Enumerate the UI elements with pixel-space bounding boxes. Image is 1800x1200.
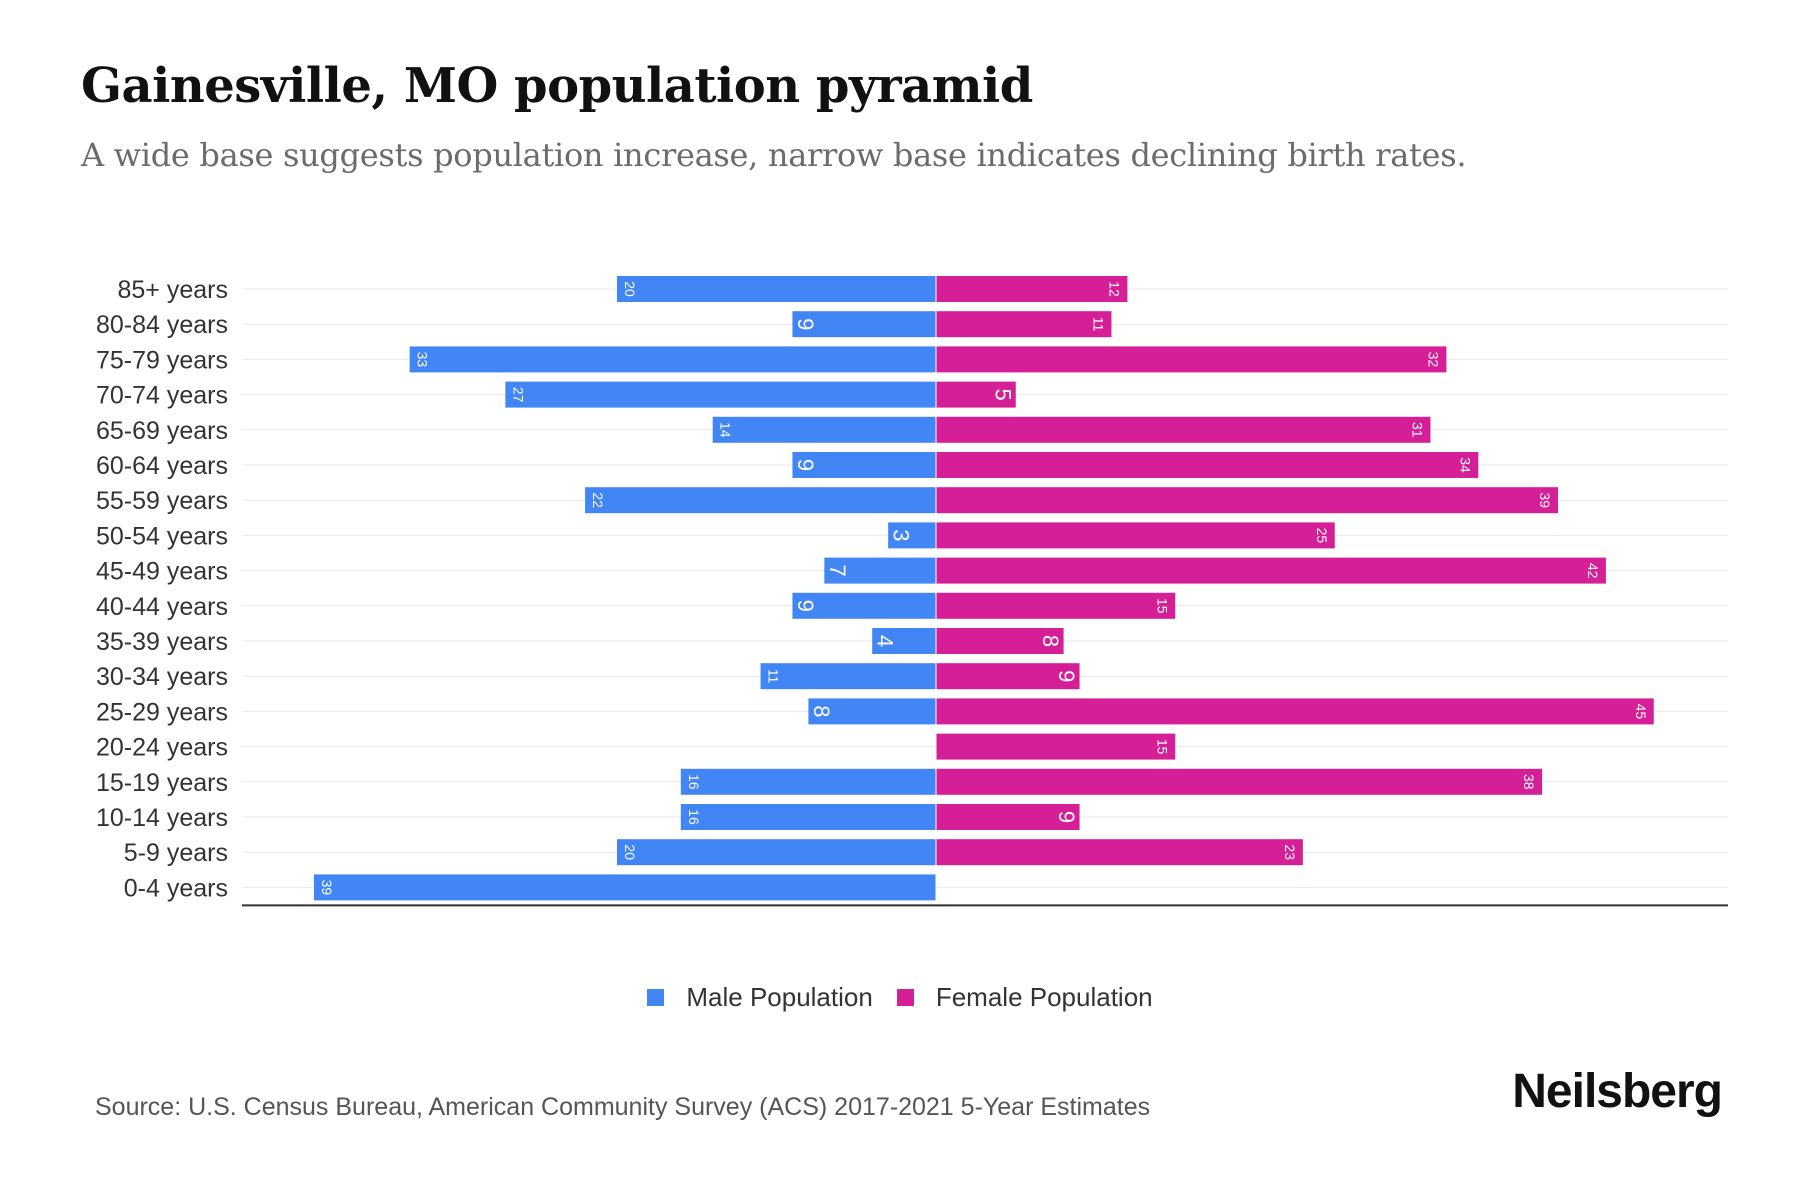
male-value-label: 8 (809, 705, 834, 717)
age-group-label: 55-59 years (96, 487, 228, 515)
female-bar (936, 557, 1606, 584)
female-value-label: 15 (1154, 739, 1170, 755)
female-value-label: 39 (1537, 492, 1553, 508)
male-bar (585, 487, 936, 514)
female-bar (936, 663, 1080, 690)
female-bar (936, 311, 1112, 338)
age-group-label: 65-69 years (96, 417, 228, 445)
female-bar (936, 768, 1543, 795)
female-bar (936, 698, 1654, 725)
male-bar (505, 381, 936, 408)
male-value-label: 3 (889, 529, 914, 541)
female-value-label: 9 (1054, 670, 1079, 682)
male-value-label: 16 (686, 774, 702, 790)
age-group-label: 35-39 years (96, 628, 228, 656)
chart-legend: Male Population Female Population (0, 982, 1800, 1013)
age-group-label: 5-9 years (124, 839, 228, 867)
legend-item-male: Male Population (647, 982, 873, 1013)
female-bar (936, 487, 1559, 514)
legend-label-male: Male Population (686, 982, 873, 1012)
female-bar (936, 452, 1479, 478)
male-bar (808, 698, 936, 725)
female-value-label: 42 (1585, 563, 1601, 579)
legend-item-female: Female Population (896, 982, 1153, 1013)
female-value-label: 32 (1425, 352, 1441, 368)
female-bar (936, 346, 1447, 373)
male-value-label: 9 (793, 459, 818, 471)
age-group-label: 10-14 years (96, 804, 228, 832)
male-value-label: 9 (793, 318, 818, 330)
female-value-label: 25 (1314, 528, 1330, 544)
female-bar (936, 628, 1064, 654)
male-value-label: 22 (590, 492, 606, 508)
male-bar (824, 557, 936, 584)
male-value-label: 16 (686, 809, 702, 825)
age-group-label: 70-74 years (96, 382, 228, 410)
female-value-label: 38 (1521, 774, 1537, 790)
female-value-label: 45 (1633, 704, 1649, 720)
male-bar (712, 416, 936, 443)
male-bar (680, 804, 936, 830)
age-group-label: 75-79 years (96, 346, 228, 374)
age-group-label: 30-34 years (96, 663, 228, 691)
legend-swatch-female (896, 989, 914, 1006)
female-bar (936, 839, 1303, 866)
female-bar (936, 733, 1176, 760)
age-group-label: 0-4 years (124, 874, 228, 902)
male-value-label: 14 (718, 422, 734, 438)
male-bar (792, 592, 936, 619)
source-note: Source: U.S. Census Bureau, American Com… (95, 1093, 1151, 1121)
female-value-label: 11 (1090, 317, 1106, 332)
female-bar (936, 276, 1128, 302)
male-bar (792, 452, 936, 478)
male-bar (872, 628, 936, 654)
male-value-label: 20 (622, 844, 638, 860)
male-bar (760, 663, 936, 690)
female-bar (936, 804, 1080, 830)
male-bar (888, 522, 936, 549)
chart-subtitle: A wide base suggests population increase… (81, 136, 1467, 174)
female-bar (936, 592, 1176, 619)
age-group-label: 20-24 years (96, 734, 228, 762)
age-group-label: 85+ years (118, 276, 229, 304)
female-value-label: 5 (990, 388, 1015, 400)
female-value-label: 8 (1038, 635, 1063, 647)
age-group-label: 15-19 years (96, 769, 228, 797)
male-value-label: 20 (622, 281, 638, 297)
female-bar (936, 381, 1016, 408)
age-group-label: 80-84 years (96, 311, 228, 339)
female-value-label: 12 (1106, 281, 1122, 297)
female-value-label: 34 (1457, 457, 1473, 473)
brand-logo: Neilsberg (1512, 1065, 1723, 1118)
male-bar (680, 768, 936, 795)
age-group-label: 45-49 years (96, 558, 228, 586)
female-value-label: 23 (1282, 844, 1298, 860)
male-bar (617, 276, 936, 302)
male-value-label: 9 (793, 600, 818, 612)
male-value-label: 4 (873, 635, 898, 647)
female-value-label: 31 (1409, 422, 1425, 438)
female-value-label: 15 (1154, 598, 1170, 614)
age-group-label: 40-44 years (96, 593, 228, 621)
male-value-label: 39 (319, 880, 335, 896)
male-value-label: 33 (415, 352, 431, 368)
female-bar (936, 522, 1335, 549)
male-value-label: 11 (766, 669, 782, 684)
male-value-label: 7 (825, 564, 850, 576)
male-bar (792, 311, 936, 338)
legend-swatch-male (647, 989, 665, 1006)
legend-label-female: Female Population (935, 982, 1153, 1012)
female-bar (936, 416, 1431, 443)
age-group-label: 60-64 years (96, 452, 228, 480)
male-value-label: 27 (510, 387, 526, 403)
male-bar (617, 839, 936, 866)
age-group-label: 25-29 years (96, 698, 228, 726)
chart-title: Gainesville, MO population pyramid (81, 58, 1033, 114)
male-bar (409, 346, 936, 373)
male-bar (313, 874, 936, 901)
female-value-label: 9 (1054, 811, 1079, 823)
age-group-label: 50-54 years (96, 522, 228, 550)
